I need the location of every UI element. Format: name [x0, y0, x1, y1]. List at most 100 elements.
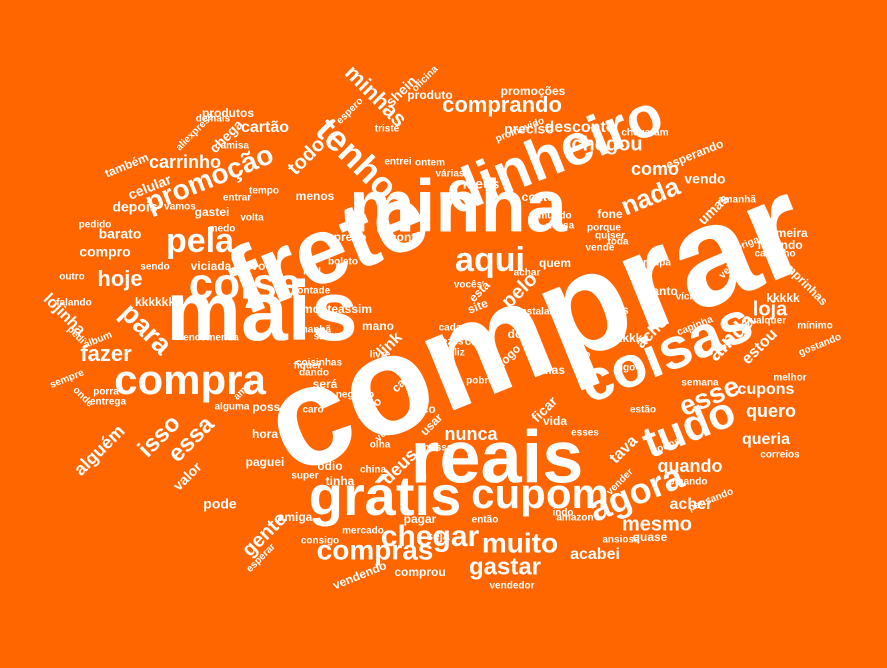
cloud-word: esses: [571, 428, 599, 439]
cloud-word: aqui: [455, 241, 525, 279]
cloud-word: assim: [338, 302, 372, 316]
cloud-word: como: [631, 159, 679, 179]
cloud-word: produto: [407, 88, 452, 102]
cloud-word: nossa: [424, 443, 453, 454]
cloud-word: encomenda: [183, 333, 239, 344]
cloud-word: pode: [203, 496, 237, 512]
cloud-word: mundo: [538, 211, 571, 222]
cloud-word: caminho: [754, 249, 795, 260]
cloud-word: preço: [334, 230, 367, 244]
cloud-word: comprando: [442, 92, 562, 117]
cloud-word: dois: [508, 327, 533, 341]
cloud-word: real: [303, 267, 321, 278]
cloud-word: seja: [426, 529, 450, 543]
cloud-word: carrinho: [149, 152, 221, 172]
cloud-word: tanto: [648, 284, 677, 298]
cloud-word: monte: [302, 302, 338, 316]
cloud-word: fiquei: [294, 361, 321, 372]
cloud-word: mercado: [342, 526, 384, 537]
cloud-word: vamos: [164, 202, 196, 213]
cloud-word: super: [291, 471, 318, 482]
cloud-word: nunca: [444, 424, 498, 444]
cloud-word: fico: [414, 402, 435, 416]
cloud-word: várias: [436, 169, 465, 180]
cloud-word: chegaram: [621, 128, 668, 139]
cloud-word: então: [472, 515, 499, 526]
cloud-word: feliz: [445, 348, 464, 359]
cloud-word: promoções: [501, 84, 566, 98]
cloud-word: fazendo: [757, 238, 802, 252]
cloud-word: estão: [630, 405, 656, 416]
cloud-word: desconto: [544, 119, 615, 136]
cloud-word: cartão: [241, 119, 289, 136]
cloud-word: chegar: [381, 520, 480, 553]
cloud-word: nessa: [546, 221, 575, 232]
cloud-word: porra: [93, 387, 119, 398]
cloud-word: entrei: [384, 157, 411, 168]
cloud-word: coisinhas: [296, 358, 343, 369]
cloud-word: acabei: [570, 546, 620, 563]
cloud-word: cada: [439, 323, 462, 334]
cloud-word: amanhã: [718, 195, 756, 206]
cloud-word: kkkk: [616, 331, 643, 345]
cloud-word: mano: [362, 319, 394, 333]
cloud-word: camisa: [215, 141, 249, 152]
cloud-word: fazer: [80, 341, 132, 366]
cloud-word: valor: [170, 458, 205, 493]
cloud-word: livre: [370, 350, 391, 361]
cloud-word: chegou: [571, 133, 642, 155]
cloud-word: depois: [112, 199, 157, 215]
cloud-word: outro: [59, 272, 85, 283]
cloud-word: quem: [539, 256, 571, 270]
cloud-word: entrega: [90, 397, 127, 408]
cloud-word: consigo: [301, 536, 339, 547]
cloud-word: pedido: [79, 220, 112, 231]
cloud-word: algo: [615, 363, 636, 374]
cloud-word: vontade: [292, 286, 331, 297]
cloud-word: quase: [633, 530, 668, 544]
cloud-word: gostando: [797, 332, 843, 359]
cloud-word: kkkkk: [766, 291, 800, 305]
cloud-word: toda: [607, 237, 629, 248]
cloud-word: semana: [681, 378, 719, 389]
cloud-word: compro: [79, 244, 130, 260]
cloud-word: manhã: [299, 325, 332, 336]
cloud-word: olha: [370, 440, 391, 451]
cloud-word: quero: [746, 401, 796, 421]
cloud-word: falando: [56, 298, 92, 309]
cloud-word: barato: [99, 226, 142, 242]
cloud-word: eles: [605, 303, 629, 317]
cloud-word: posso: [252, 400, 287, 414]
cloud-word: amiga: [278, 510, 313, 524]
cloud-word: compras: [317, 534, 434, 565]
cloud-word: sendo: [140, 262, 169, 273]
cloud-word: tinha: [326, 474, 355, 488]
cloud-word: negócio: [336, 390, 374, 401]
cloud-word: achei: [670, 496, 711, 513]
cloud-word: indo: [552, 508, 573, 519]
cloud-word: preciso: [504, 121, 554, 137]
cloud-word: entrar: [223, 193, 251, 204]
cloud-word: caro: [302, 405, 323, 416]
cloud-word: alguém: [70, 421, 129, 480]
cloud-word: correios: [760, 450, 800, 461]
cloud-word: desinstalar: [501, 307, 554, 318]
cloud-word: comprou: [394, 565, 445, 579]
cloud-word: triste: [375, 124, 400, 135]
cloud-word: conta: [390, 230, 422, 244]
cloud-word: volta: [240, 213, 264, 224]
cloud-word: roupa: [643, 258, 671, 269]
cloud-word: viciada: [191, 259, 232, 273]
cloud-word: gastei: [195, 205, 230, 219]
cloud-word: tempo: [249, 186, 279, 197]
cloud-word: porque: [587, 223, 621, 234]
cloud-word: olhando: [669, 477, 708, 488]
cloud-word: você: [251, 259, 279, 273]
cloud-word: boleto: [328, 257, 358, 268]
cloud-word: quando: [658, 456, 723, 476]
cloud-word: fone: [597, 207, 623, 221]
cloud-word: hoje: [97, 266, 142, 291]
cloud-word: loja: [753, 298, 788, 320]
cloud-word: vende: [586, 243, 615, 254]
